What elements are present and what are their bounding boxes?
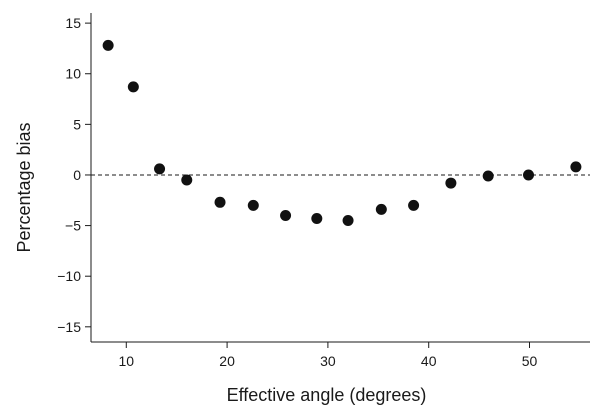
y-tick-label: 15	[65, 15, 81, 31]
data-point	[154, 163, 166, 175]
x-tick-label: 10	[118, 353, 134, 369]
data-point	[102, 39, 114, 51]
y-tick-label: 0	[73, 167, 81, 183]
y-tick-label: 5	[73, 116, 81, 132]
x-tick-label: 40	[421, 353, 437, 369]
y-axis-title: Percentage bias	[14, 122, 34, 252]
y-tick-label: −15	[57, 319, 81, 335]
data-point	[482, 170, 494, 182]
data-point	[181, 174, 193, 186]
y-axis-ticks: 15 10 5 0 −5 −10 −15	[57, 15, 91, 335]
x-tick-label: 20	[219, 353, 235, 369]
x-tick-label: 50	[522, 353, 538, 369]
data-point	[342, 215, 354, 227]
data-point	[311, 212, 323, 224]
data-point	[280, 209, 292, 221]
x-tick-label: 30	[320, 353, 336, 369]
data-point	[523, 169, 535, 181]
y-tick-label: −5	[65, 218, 81, 234]
data-point	[375, 203, 387, 215]
data-point	[570, 161, 582, 173]
data-points	[102, 39, 582, 227]
y-tick-label: 10	[65, 66, 81, 82]
data-point	[247, 199, 259, 211]
x-axis-title: Effective angle (degrees)	[227, 385, 427, 405]
x-axis-ticks: 10 20 30 40 50	[118, 342, 538, 369]
y-tick-label: −10	[57, 268, 81, 284]
data-point	[214, 196, 226, 208]
data-point	[445, 177, 457, 189]
data-point	[408, 199, 420, 211]
data-point	[127, 81, 139, 93]
